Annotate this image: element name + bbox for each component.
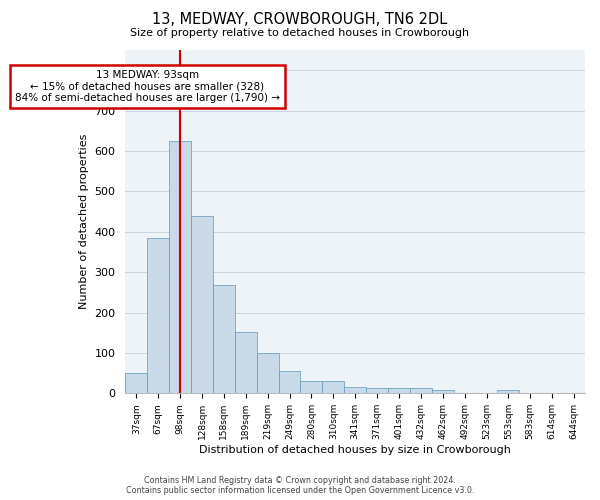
Bar [301, 381, 322, 394]
Text: Contains HM Land Registry data © Crown copyright and database right 2024.
Contai: Contains HM Land Registry data © Crown c… [126, 476, 474, 495]
Bar [147, 238, 169, 394]
Bar [278, 371, 301, 394]
Bar [344, 388, 366, 394]
Bar [169, 141, 191, 394]
Y-axis label: Number of detached properties: Number of detached properties [79, 134, 89, 310]
Bar [235, 332, 257, 394]
Bar [366, 388, 388, 394]
Text: 13 MEDWAY: 93sqm
← 15% of detached houses are smaller (328)
84% of semi-detached: 13 MEDWAY: 93sqm ← 15% of detached house… [15, 70, 280, 103]
Bar [410, 388, 432, 394]
Text: Size of property relative to detached houses in Crowborough: Size of property relative to detached ho… [130, 28, 470, 38]
Bar [322, 381, 344, 394]
Text: 13, MEDWAY, CROWBOROUGH, TN6 2DL: 13, MEDWAY, CROWBOROUGH, TN6 2DL [152, 12, 448, 28]
Bar [388, 388, 410, 394]
Bar [191, 216, 213, 394]
X-axis label: Distribution of detached houses by size in Crowborough: Distribution of detached houses by size … [199, 445, 511, 455]
Bar [125, 373, 147, 394]
Bar [213, 285, 235, 394]
Bar [497, 390, 520, 394]
Bar [257, 354, 278, 394]
Bar [432, 390, 454, 394]
